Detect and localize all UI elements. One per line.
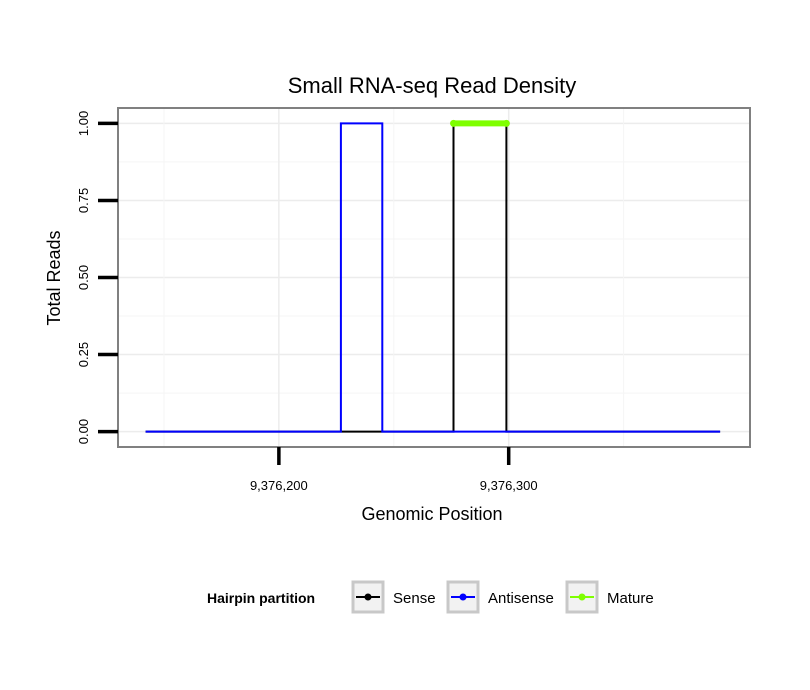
x-axis: 9,376,200 9,376,300 [250,447,538,493]
legend-item-sense: Sense [351,580,436,614]
y-tick-label: 0.75 [76,188,91,213]
x-tick-label: 9,376,300 [480,478,538,493]
legend-title: Hairpin partition [207,590,315,606]
series-layer [145,119,721,433]
y-tick-label: 0.25 [76,342,91,367]
legend-label-sense: Sense [393,590,436,607]
x-axis-title: Genomic Position [361,504,502,524]
y-tick-label: 0.50 [76,265,91,290]
y-tick-label: 1.00 [76,111,91,136]
y-axis: 0.00 0.25 0.50 0.75 1.00 [76,111,118,444]
legend-point-mature [578,593,586,601]
legend-label-mature: Mature [607,590,654,607]
legend-label-antisense: Antisense [488,590,554,607]
series-point-mature [502,119,510,127]
y-axis-title: Total Reads [44,230,64,325]
x-tick-label: 9,376,200 [250,478,308,493]
series-point-mature [450,119,458,127]
legend: Hairpin partition Sense Antisense Mature [207,580,654,614]
legend-point-sense [364,593,372,601]
series-line-antisense [145,122,721,433]
y-tick-label: 0.00 [76,419,91,444]
legend-point-antisense [459,593,467,601]
chart-title: Small RNA-seq Read Density [288,73,577,98]
legend-item-antisense: Antisense [446,580,554,614]
grid [118,108,750,447]
legend-item-mature: Mature [565,580,654,614]
